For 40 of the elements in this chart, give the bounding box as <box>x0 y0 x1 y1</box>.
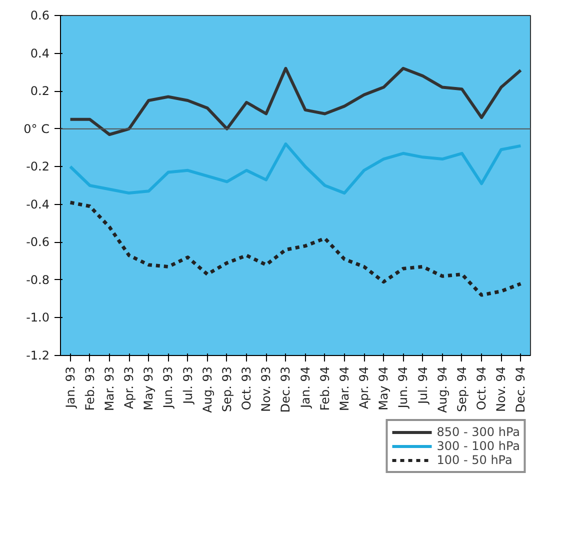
y-tick-label: -0.4 <box>26 197 50 212</box>
y-tick-label: -1.2 <box>26 348 50 362</box>
x-tick-label: Oct. 93 <box>240 366 254 410</box>
x-tick-label: Jul. 93 <box>180 366 195 405</box>
y-tick-label: -0.2 <box>26 160 50 174</box>
x-tick-label: Aug. 93 <box>200 366 214 413</box>
x-tick-label: Apr. 94 <box>357 366 372 410</box>
x-tick-label: Oct. 94 <box>474 366 489 410</box>
x-tick-label: Aug. 94 <box>435 366 450 413</box>
y-tick-label: 0.6 <box>30 8 50 22</box>
x-tick-label: Sep. 94 <box>454 366 469 412</box>
line-series <box>68 200 522 297</box>
legend-label: 100 - 50 hPa <box>436 453 512 467</box>
x-tick-label: Sep. 93 <box>220 366 234 412</box>
legend-label: 850 - 300 hPa <box>436 425 520 439</box>
x-tick-label: Jul. 94 <box>416 366 430 405</box>
x-tick-label: May 93 <box>142 366 156 410</box>
x-tick-label: Mar. 93 <box>102 366 116 411</box>
y-tick-label: -0.8 <box>26 272 50 287</box>
y-tick-label: 0.2 <box>30 84 50 98</box>
x-tick-label: Feb. 94 <box>318 366 332 411</box>
legend-label: 300 - 100 hPa <box>436 439 520 453</box>
line-series <box>68 142 522 195</box>
y-tick-label: 0.4 <box>30 46 50 60</box>
y-tick-label: 0° C <box>24 122 50 136</box>
y-tick-label: -0.6 <box>26 235 50 250</box>
x-tick-label: Jun. 94 <box>396 366 410 410</box>
x-tick-label: Nov. 93 <box>259 366 274 412</box>
x-tick-label: Dec. 94 <box>514 366 528 413</box>
x-tick-label: Feb. 93 <box>82 366 97 411</box>
x-tick-label: Jan. 93 <box>63 366 78 409</box>
x-tick-label: Jun. 93 <box>161 366 176 410</box>
x-tick-label: Dec. 93 <box>278 366 293 413</box>
line-series <box>68 66 522 136</box>
x-tick-label: May 94 <box>376 366 391 410</box>
x-tick-label: Apr. 93 <box>122 366 136 410</box>
x-tick-label: Mar. 94 <box>337 366 352 411</box>
x-tick-label: Jan. 94 <box>298 366 312 409</box>
x-tick-label: Nov. 94 <box>494 366 508 412</box>
y-tick-label: -1.0 <box>26 310 50 325</box>
